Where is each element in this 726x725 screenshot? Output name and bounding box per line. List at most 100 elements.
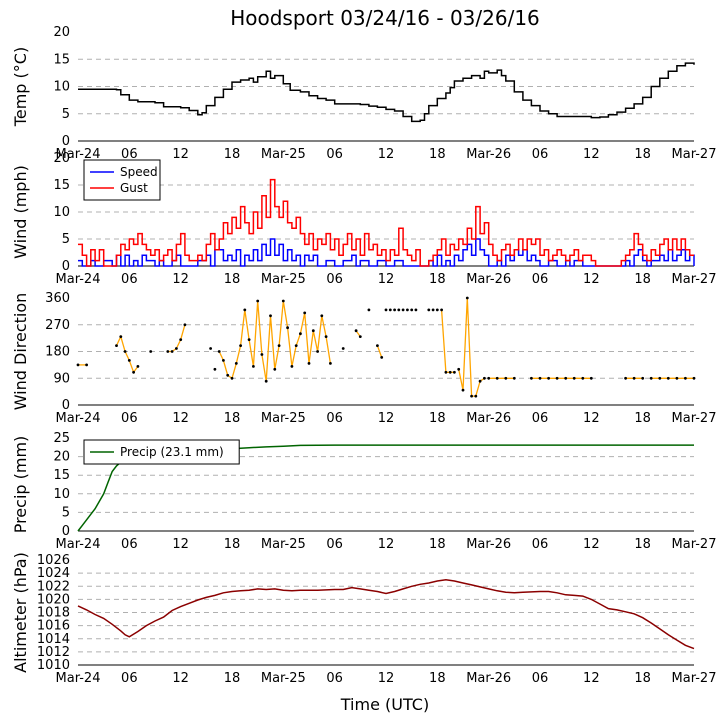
data-point-dir xyxy=(427,308,431,312)
data-point-dir xyxy=(226,373,230,377)
y-tick-temp: 10 xyxy=(53,80,70,95)
data-point-dir xyxy=(589,376,593,380)
data-point-dir xyxy=(478,379,482,383)
data-point-dir xyxy=(555,376,559,380)
y-axis-label-precip: Precip (mm) xyxy=(11,436,30,534)
x-tick-precip: 12 xyxy=(172,537,189,552)
y-tick-precip: 5 xyxy=(62,505,70,520)
x-tick-alt: Mar-24 xyxy=(56,671,101,686)
panels-group: 0 5 10 15 20 Mar-24 06 12 18 Mar-25 06 12 18 Mar-26 06… xyxy=(11,25,716,686)
y-tick-alt: 1024 xyxy=(37,566,70,581)
data-point-dir xyxy=(329,362,332,365)
data-point-dir xyxy=(179,338,183,341)
data-point-dir xyxy=(290,365,294,368)
x-tick-temp: 18 xyxy=(429,147,446,162)
x-tick-wind: Mar-26 xyxy=(466,272,511,287)
data-point-dir xyxy=(256,299,260,303)
x-tick-precip: Mar-25 xyxy=(261,537,306,552)
x-tick-dir: 12 xyxy=(583,411,600,426)
y-tick-alt: 1012 xyxy=(37,645,70,660)
data-point-dir xyxy=(234,362,238,365)
x-tick-temp: Mar-26 xyxy=(466,147,511,162)
data-point-dir xyxy=(444,370,448,374)
x-tick-precip: 12 xyxy=(583,537,600,552)
y-axis-label-wind: Wind (mph) xyxy=(11,165,30,259)
x-tick-temp: 06 xyxy=(532,147,549,162)
data-point-dir xyxy=(530,376,533,380)
y-tick-wind: 20 xyxy=(53,151,70,166)
data-point-dir xyxy=(461,388,465,392)
x-tick-wind: 18 xyxy=(634,272,651,287)
series-line-wind-gust xyxy=(78,178,694,267)
data-point-dir xyxy=(311,329,315,333)
y-tick-temp: 15 xyxy=(53,52,70,67)
data-point-dir xyxy=(457,367,461,371)
y-tick-precip: 25 xyxy=(53,431,70,446)
x-tick-alt: Mar-27 xyxy=(672,671,717,686)
x-tick-dir: 06 xyxy=(121,411,138,426)
x-tick-wind: 06 xyxy=(532,272,549,287)
x-tick-temp: 12 xyxy=(583,147,600,162)
x-tick-temp: Mar-25 xyxy=(261,147,306,162)
data-point-dir xyxy=(692,376,696,380)
x-tick-dir: 06 xyxy=(532,411,549,426)
x-tick-precip: 06 xyxy=(326,537,343,552)
y-tick-alt: 1016 xyxy=(37,619,70,634)
data-point-dir xyxy=(358,335,362,338)
x-tick-precip: 18 xyxy=(429,537,446,552)
data-point-dir xyxy=(393,308,396,312)
x-tick-alt: 06 xyxy=(326,671,343,686)
data-point-dir xyxy=(260,353,264,356)
x-tick-wind: 12 xyxy=(583,272,600,287)
data-point-dir xyxy=(376,344,379,347)
data-point-dir xyxy=(170,350,174,353)
x-tick-alt: 18 xyxy=(634,671,651,686)
y-axis-label-temp: Temp (°C) xyxy=(11,47,30,127)
y-tick-alt: 1018 xyxy=(37,606,70,621)
series-line-alt-altimeter xyxy=(77,578,695,650)
y-tick-precip: 15 xyxy=(53,468,70,483)
y-tick-dir: 0 xyxy=(62,398,70,413)
x-tick-temp: 12 xyxy=(172,147,189,162)
data-point-dir xyxy=(624,376,627,380)
x-tick-precip: 18 xyxy=(634,537,651,552)
x-tick-temp: 12 xyxy=(378,147,395,162)
y-tick-wind: 5 xyxy=(62,232,70,247)
data-point-dir xyxy=(564,376,568,380)
y-tick-alt: 1022 xyxy=(37,579,70,594)
data-point-dir xyxy=(483,376,486,380)
x-tick-precip: 06 xyxy=(121,537,138,552)
data-point-dir xyxy=(666,376,670,380)
data-point-dir xyxy=(401,308,405,312)
y-tick-temp: 5 xyxy=(62,107,70,122)
x-tick-dir: 18 xyxy=(634,411,651,426)
data-point-dir xyxy=(119,335,123,338)
x-tick-temp: 18 xyxy=(634,147,651,162)
x-tick-dir: Mar-25 xyxy=(261,411,306,426)
x-tick-wind: 12 xyxy=(378,272,395,287)
data-point-dir xyxy=(388,308,392,312)
y-axis-label-alt: Altimeter (hPa) xyxy=(11,552,30,673)
series-segment-dir xyxy=(440,309,455,373)
x-tick-wind: 06 xyxy=(121,272,138,287)
x-tick-alt: 06 xyxy=(121,671,138,686)
data-point-dir xyxy=(166,350,170,353)
data-point-dir xyxy=(316,350,319,353)
y-tick-precip: 10 xyxy=(53,487,70,502)
y-tick-wind: 15 xyxy=(53,178,70,193)
data-point-dir xyxy=(307,362,311,365)
data-point-dir xyxy=(384,308,388,312)
data-point-dir xyxy=(406,308,409,312)
x-tick-precip: 06 xyxy=(532,537,549,552)
x-tick-alt: 12 xyxy=(378,671,395,686)
x-tick-alt: 12 xyxy=(583,671,600,686)
data-point-dir xyxy=(453,370,456,374)
y-tick-dir: 360 xyxy=(45,291,70,306)
data-point-dir xyxy=(474,394,478,398)
x-tick-wind: 12 xyxy=(172,272,189,287)
data-point-dir xyxy=(581,376,585,380)
data-point-dir xyxy=(440,308,443,312)
data-point-dir xyxy=(239,344,243,347)
x-tick-dir: 12 xyxy=(172,411,189,426)
